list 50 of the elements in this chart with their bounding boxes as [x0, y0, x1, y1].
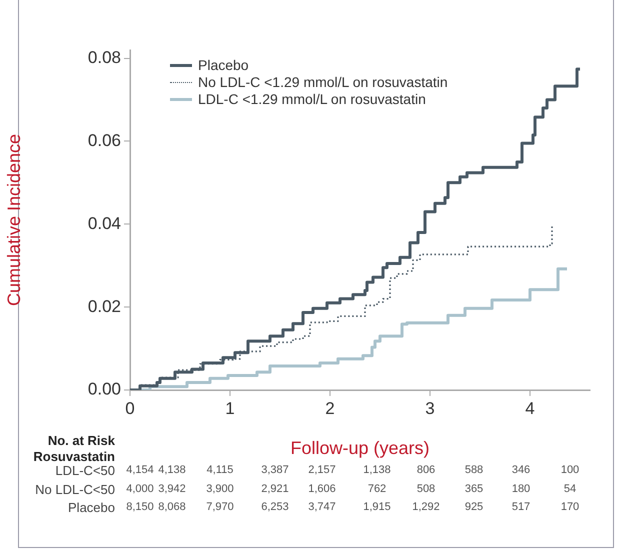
text: LDL-C<50 — [55, 463, 115, 478]
text: 4,154 — [126, 464, 154, 476]
x-tick-label: 3 — [425, 398, 435, 418]
text: 8,150 — [126, 501, 154, 513]
text: 3,900 — [206, 483, 234, 495]
x-tick-label: 2 — [325, 398, 335, 418]
text: 1,292 — [412, 501, 440, 513]
y-tick-label: 0.08 — [88, 48, 121, 67]
text: 925 — [464, 501, 484, 513]
text: 4,115 — [206, 464, 234, 476]
text: 1,915 — [363, 501, 391, 513]
text: 6,253 — [261, 501, 289, 513]
text: 2,157 — [308, 464, 336, 476]
text: 2,921 — [261, 483, 289, 495]
text: 806 — [416, 464, 436, 476]
legend-label: Placebo — [198, 57, 249, 74]
text: 762 — [368, 483, 386, 495]
text: 4,000 — [126, 483, 154, 495]
text: 180 — [512, 483, 530, 495]
y-tick-label: 0.00 — [88, 380, 121, 399]
y-tick-label: 0.06 — [88, 130, 121, 150]
text: No. at Risk — [48, 433, 115, 448]
text: Placebo — [68, 500, 115, 515]
x-tick-label: 1 — [225, 398, 235, 418]
text: 8,068 — [158, 501, 186, 513]
text: 508 — [416, 483, 436, 495]
text: 3,387 — [261, 464, 289, 476]
legend-label: LDL-C <1.29 mmol/L on rosuvastatin — [198, 91, 426, 108]
text: 4,138 — [158, 464, 186, 476]
y-tick-label: 0.04 — [88, 214, 121, 233]
text: 100 — [560, 464, 580, 476]
text: 3,747 — [308, 501, 336, 513]
text: 54 — [564, 483, 576, 495]
y-axis-title: Cumulative Incidence — [4, 134, 24, 306]
text: 517 — [512, 501, 530, 513]
text: 7,970 — [206, 501, 234, 513]
x-tick-label: 0 — [125, 398, 135, 418]
text: 170 — [560, 501, 580, 513]
x-tick-label: 4 — [525, 398, 535, 418]
text: No LDL-C<50 — [35, 482, 115, 497]
text: 3,942 — [158, 483, 186, 495]
text: 1,606 — [308, 483, 336, 495]
text: 588 — [464, 464, 484, 476]
text: Rosuvastatin — [33, 449, 115, 464]
x-axis-title: Follow-up (years) — [290, 438, 430, 458]
y-tick-label: 0.02 — [88, 296, 121, 316]
text: 1,138 — [363, 464, 391, 476]
text: 365 — [464, 483, 484, 495]
legend-label: No LDL-C <1.29 mmol/L on rosuvastatin — [198, 74, 448, 91]
text: 346 — [512, 464, 530, 476]
